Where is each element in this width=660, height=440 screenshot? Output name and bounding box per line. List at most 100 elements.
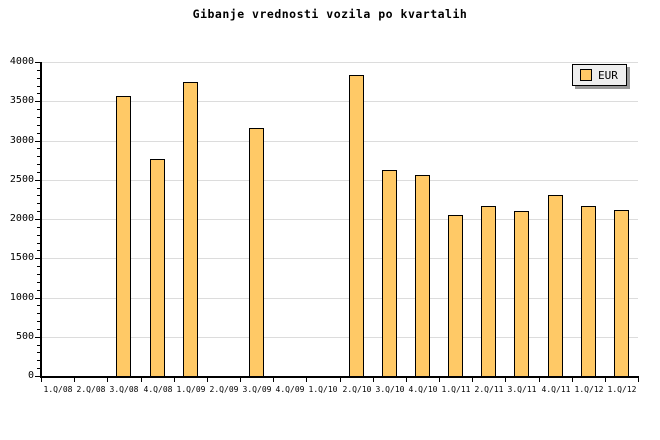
y-minor-tick [37,117,41,118]
bar [116,96,131,376]
bar [249,128,264,376]
y-minor-tick [37,250,41,251]
x-tick [74,378,75,382]
x-tick-label: 1.Q/12 [607,385,637,394]
x-tick [605,378,606,382]
bar [349,75,364,376]
y-tick-label: 3000 [9,135,34,146]
bar [382,170,397,376]
y-minor-tick [37,70,41,71]
x-tick [240,378,241,382]
x-tick [174,378,175,382]
y-minor-tick [37,78,41,79]
x-tick-label: 2.Q/09 [209,385,239,394]
x-tick-label: 1.Q/08 [43,385,73,394]
x-tick [472,378,473,382]
y-minor-tick [37,125,41,126]
y-major-tick [35,337,41,338]
y-major-tick [35,219,41,220]
y-tick-label: 0 [27,370,34,381]
bar [448,215,463,376]
x-tick [340,378,341,382]
legend: EUR [572,64,627,86]
y-minor-tick [37,93,41,94]
bar [581,206,596,376]
y-minor-tick [37,305,41,306]
y-tick-label: 500 [15,331,34,342]
x-tick [41,378,42,382]
x-tick [572,378,573,382]
bar [614,210,629,376]
x-tick [141,378,142,382]
y-major-tick [35,376,41,377]
y-minor-tick [37,345,41,346]
y-minor-tick [37,352,41,353]
y-tick-label: 2500 [9,174,34,185]
x-tick-label: 4.Q/10 [408,385,438,394]
y-minor-tick [37,329,41,330]
x-tick [273,378,274,382]
chart-title: Gibanje vrednosti vozila po kvartalih [192,7,468,21]
y-major-tick [35,101,41,102]
y-minor-tick [37,290,41,291]
y-minor-tick [37,195,41,196]
y-tick-label: 2000 [9,213,34,224]
x-tick-label: 1.Q/10 [308,385,338,394]
gridline [41,180,638,181]
y-minor-tick [37,86,41,87]
x-axis [40,376,639,378]
bar [514,211,529,376]
gridline [41,298,638,299]
gridline [41,258,638,259]
y-major-tick [35,62,41,63]
y-minor-tick [37,227,41,228]
x-tick-label: 2.Q/11 [474,385,504,394]
x-tick-label: 2.Q/08 [76,385,106,394]
x-tick-label: 4.Q/09 [275,385,305,394]
y-minor-tick [37,211,41,212]
x-tick-label: 4.Q/08 [143,385,173,394]
gridline [41,101,638,102]
gridline [41,141,638,142]
y-tick-label: 4000 [9,56,34,67]
x-tick-label: 3.Q/11 [507,385,537,394]
x-tick [306,378,307,382]
bar [548,195,563,376]
x-tick [207,378,208,382]
x-tick-label: 1.Q/12 [574,385,604,394]
x-tick [505,378,506,382]
bar [150,159,165,376]
y-major-tick [35,141,41,142]
y-minor-tick [37,188,41,189]
x-tick [439,378,440,382]
x-tick-label: 3.Q/08 [109,385,139,394]
x-tick-label: 3.Q/10 [375,385,405,394]
y-tick-label: 3500 [9,95,34,106]
x-tick-label: 1.Q/09 [176,385,206,394]
x-tick [373,378,374,382]
bar [415,175,430,376]
y-minor-tick [37,164,41,165]
y-major-tick [35,258,41,259]
y-minor-tick [37,368,41,369]
x-tick-label: 1.Q/11 [441,385,471,394]
x-tick-label: 3.Q/09 [242,385,272,394]
x-tick-label: 2.Q/10 [342,385,372,394]
x-tick [638,378,639,382]
x-tick-label: 4.Q/11 [541,385,571,394]
y-major-tick [35,180,41,181]
y-minor-tick [37,313,41,314]
x-tick [539,378,540,382]
gridline [41,337,638,338]
bar [481,206,496,376]
y-minor-tick [37,266,41,267]
y-minor-tick [37,282,41,283]
legend-label: EUR [598,68,618,82]
y-tick-label: 1500 [9,252,34,263]
y-minor-tick [37,360,41,361]
bar [183,82,198,376]
x-tick [406,378,407,382]
y-minor-tick [37,243,41,244]
y-minor-tick [37,203,41,204]
